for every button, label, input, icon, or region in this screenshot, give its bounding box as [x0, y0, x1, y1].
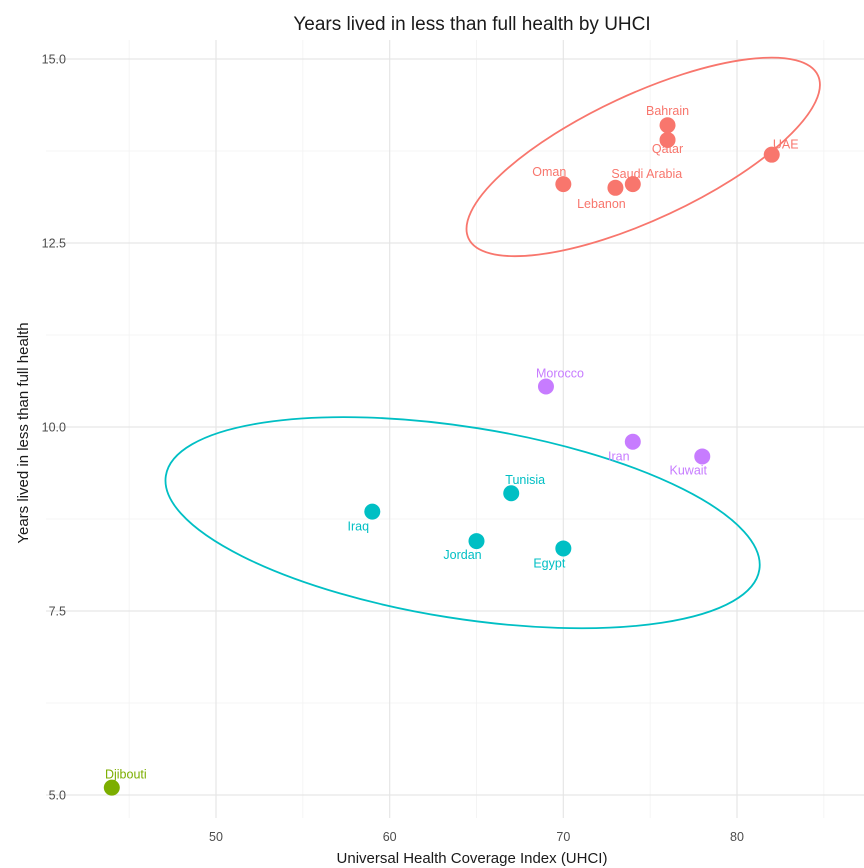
data-points [103, 117, 780, 796]
point-labels: Bahrain Qatar UAE Oman Saudi Arabia Lebanon Mo… [105, 104, 799, 781]
y-axis-ticks: 5.0 7.5 10.0 12.5 15.0 [42, 53, 66, 803]
point-jordan [468, 533, 485, 550]
point-oman [555, 176, 572, 193]
y-tick-label: 10.0 [42, 421, 66, 435]
point-label-saudi-arabia: Saudi Arabia [611, 167, 682, 181]
point-saudi-arabia [624, 176, 641, 193]
y-tick-label: 15.0 [42, 53, 66, 67]
point-djibouti [103, 779, 120, 796]
x-tick-label: 60 [383, 830, 397, 844]
y-tick-label: 5.0 [49, 789, 66, 803]
point-label-tunisia: Tunisia [505, 473, 545, 487]
point-label-iraq: Iraq [348, 520, 370, 534]
x-tick-label: 70 [556, 830, 570, 844]
point-label-egypt: Egypt [533, 556, 565, 570]
point-label-qatar: Qatar [652, 142, 683, 156]
point-lebanon [607, 179, 624, 196]
point-iraq [364, 503, 381, 520]
point-qatar [659, 131, 676, 148]
point-label-uae: UAE [773, 138, 799, 152]
y-tick-label: 12.5 [42, 237, 66, 251]
point-tunisia [503, 485, 520, 502]
point-egypt [555, 540, 572, 557]
minor-gridlines [46, 40, 864, 818]
point-iran [624, 433, 641, 450]
point-label-djibouti: Djibouti [105, 768, 147, 782]
group-ellipses [164, 56, 821, 630]
point-kuwait [694, 448, 711, 465]
point-label-bahrain: Bahrain [646, 104, 689, 118]
y-axis-title: Years lived in less than full health [15, 322, 32, 543]
point-label-oman: Oman [532, 165, 566, 179]
x-tick-label: 80 [730, 830, 744, 844]
red-group-ellipse [465, 56, 821, 258]
teal-group-ellipse [164, 416, 761, 630]
point-label-morocco: Morocco [536, 367, 584, 381]
point-label-kuwait: Kuwait [670, 463, 708, 477]
point-label-lebanon: Lebanon [577, 197, 626, 211]
x-axis-title: Universal Health Coverage Index (UHCI) [337, 850, 608, 867]
point-morocco [537, 378, 554, 395]
point-uae [763, 146, 780, 163]
major-gridlines [46, 40, 864, 818]
point-label-iran: Iran [608, 450, 630, 464]
y-tick-label: 7.5 [49, 605, 66, 619]
x-tick-label: 50 [209, 830, 223, 844]
point-label-jordan: Jordan [443, 548, 481, 562]
chart-title: Years lived in less than full health by … [293, 14, 650, 35]
x-axis-ticks: 50 60 70 80 [209, 830, 744, 844]
point-bahrain [659, 117, 676, 134]
